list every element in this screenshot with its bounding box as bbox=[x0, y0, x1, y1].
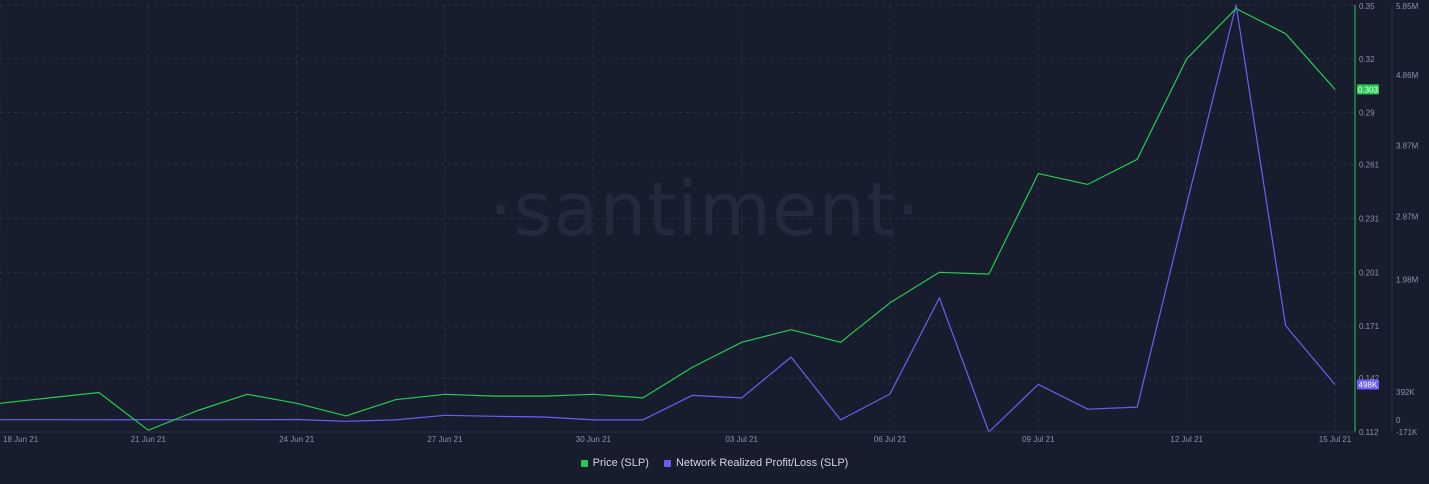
legend: Price (SLP) Network Realized Profit/Loss… bbox=[0, 457, 1429, 470]
x-axis-tick-label: 30 Jun 21 bbox=[576, 435, 612, 444]
legend-label-price: Price (SLP) bbox=[592, 457, 649, 469]
x-axis-tick-label: 24 Jun 21 bbox=[279, 435, 315, 444]
profit-loss-axis-tick-label: 0 bbox=[1396, 416, 1401, 425]
legend-item-profit-loss[interactable]: Network Realized Profit/Loss (SLP) bbox=[663, 457, 849, 469]
chart-svg: ·santiment· 0.112 0.142 0.171 0.201 0.231 0.2… bbox=[0, 2, 1419, 444]
price-axis-tick-label: 0.29 bbox=[1359, 109, 1375, 118]
price-series-line bbox=[0, 8, 1336, 431]
profit-loss-axis-tick-label: 1.98M bbox=[1396, 275, 1419, 284]
price-last-value-badge: 0.303 bbox=[1358, 85, 1379, 94]
price-axis-tick-label: 0.201 bbox=[1359, 268, 1380, 277]
profit-loss-last-value-badge-bg bbox=[1357, 379, 1379, 390]
profit-loss-axis-tick-label: 2.87M bbox=[1396, 212, 1419, 221]
price-axis-tick-label: 0.142 bbox=[1359, 374, 1380, 383]
legend-swatch-profit-loss bbox=[663, 459, 671, 467]
price-axis-tick-label: 0.32 bbox=[1359, 55, 1375, 64]
price-axis-tick-label: 0.231 bbox=[1359, 215, 1380, 224]
price-axis-tick-label: 0.171 bbox=[1359, 322, 1380, 331]
profit-loss-axis-tick-label: 4.86M bbox=[1396, 71, 1419, 80]
legend-swatch-price bbox=[580, 459, 588, 467]
x-axis-tick-label: 15 Jul 21 bbox=[1319, 435, 1352, 444]
profit-loss-series-line bbox=[0, 4, 1336, 433]
profit-loss-axis-tick-label: 3.87M bbox=[1396, 141, 1419, 150]
price-axis-tick-label: 0.261 bbox=[1359, 161, 1380, 170]
x-axis-tick-label: 03 Jul 21 bbox=[725, 435, 758, 444]
watermark: ·santiment· bbox=[489, 167, 921, 253]
x-axis-tick-label: 09 Jul 21 bbox=[1022, 435, 1055, 444]
profit-loss-axis-tick-label: 5.85M bbox=[1396, 2, 1419, 11]
profit-loss-axis-tick-label: -171K bbox=[1396, 428, 1418, 437]
price-axis-tick-label: 0.112 bbox=[1359, 428, 1379, 437]
x-axis-tick-label: 21 Jun 21 bbox=[131, 435, 167, 444]
x-axis-tick-label: 06 Jul 21 bbox=[874, 435, 907, 444]
profit-loss-last-value-badge: 498K bbox=[1359, 381, 1378, 390]
legend-label-profit-loss: Network Realized Profit/Loss (SLP) bbox=[675, 457, 849, 469]
legend-item-price[interactable]: Price (SLP) bbox=[580, 457, 649, 469]
x-axis-tick-label: 18 Jun 21 bbox=[3, 435, 39, 444]
profit-loss-axis-tick-label: 392K bbox=[1396, 388, 1415, 397]
axes: 0.112 0.142 0.171 0.201 0.231 0.261 0.29 0.32 0.… bbox=[0, 2, 1419, 444]
grid bbox=[0, 4, 1355, 433]
x-axis-tick-label: 27 Jun 21 bbox=[427, 435, 463, 444]
price-axis-tick-label: 0.35 bbox=[1359, 2, 1375, 11]
series-layer bbox=[0, 4, 1336, 433]
x-axis-tick-label: 12 Jul 21 bbox=[1170, 435, 1203, 444]
price-last-value-badge-bg bbox=[1357, 84, 1379, 95]
